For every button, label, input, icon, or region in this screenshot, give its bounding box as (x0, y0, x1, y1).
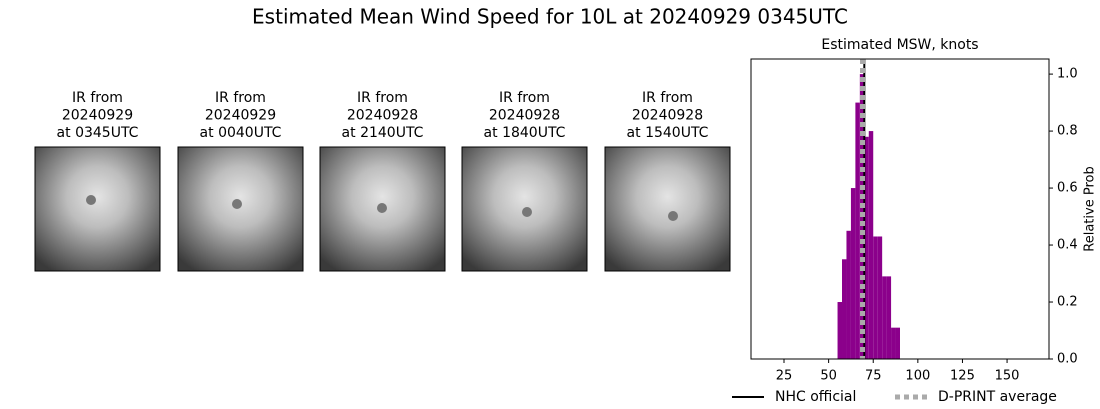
chart-title: Estimated MSW, knots (821, 37, 978, 53)
y-tick-label: 0.2 (1057, 295, 1078, 310)
x-tick-label: 50 (820, 369, 837, 384)
y-tick-label: 0.6 (1057, 181, 1078, 196)
bar (895, 327, 900, 359)
panel-caption: at 1840UTC (484, 125, 566, 141)
y-tick-label: 0.0 (1057, 352, 1078, 367)
bar (882, 276, 887, 359)
panel-caption: at 0345UTC (57, 125, 139, 141)
panel-caption: 20240929 (62, 108, 133, 124)
storm-eye (377, 203, 387, 213)
storm-eye (232, 199, 242, 209)
panel-caption: IR from (72, 90, 123, 106)
bar (864, 136, 869, 359)
panel-caption: 20240928 (347, 108, 418, 124)
bar (873, 236, 878, 359)
x-tick-label: 150 (995, 369, 1020, 384)
y-tick-label: 0.4 (1057, 238, 1078, 253)
bar (855, 102, 860, 359)
storm-eye (522, 207, 532, 217)
panel-caption: 20240928 (632, 108, 703, 124)
bar (837, 302, 843, 359)
x-tick-label: 25 (776, 369, 793, 384)
ir-image (604, 146, 731, 272)
plot-frame (750, 58, 1050, 360)
x-tick-label: 75 (865, 369, 882, 384)
y-axis-label: Relative Prob (1083, 166, 1098, 251)
bar (886, 276, 892, 359)
panel-caption: at 2140UTC (342, 125, 424, 141)
legend-label: NHC official (775, 389, 856, 405)
bar (891, 327, 896, 359)
figure-title: Estimated Mean Wind Speed for 10L at 202… (252, 5, 848, 29)
y-tick-label: 1.0 (1057, 67, 1078, 82)
x-tick-label: 125 (950, 369, 975, 384)
bar (850, 188, 856, 359)
bar (846, 230, 851, 359)
panel-caption: at 0040UTC (200, 125, 282, 141)
panel-caption: IR from (357, 90, 408, 106)
legend-label: D-PRINT average (938, 389, 1057, 405)
ir-image (34, 146, 161, 272)
panel-caption: IR from (215, 90, 266, 106)
panel-caption: 20240929 (205, 108, 276, 124)
panel-caption: IR from (499, 90, 550, 106)
ir-image (177, 146, 304, 272)
bar (842, 259, 847, 359)
storm-eye (668, 211, 678, 221)
panel-caption: IR from (642, 90, 693, 106)
panel-caption: at 1540UTC (627, 125, 709, 141)
storm-eye (86, 195, 96, 205)
panel-caption: 20240928 (489, 108, 560, 124)
bar (877, 236, 883, 359)
x-tick-label: 100 (905, 369, 930, 384)
bar (868, 131, 874, 359)
y-tick-label: 0.8 (1057, 124, 1078, 139)
